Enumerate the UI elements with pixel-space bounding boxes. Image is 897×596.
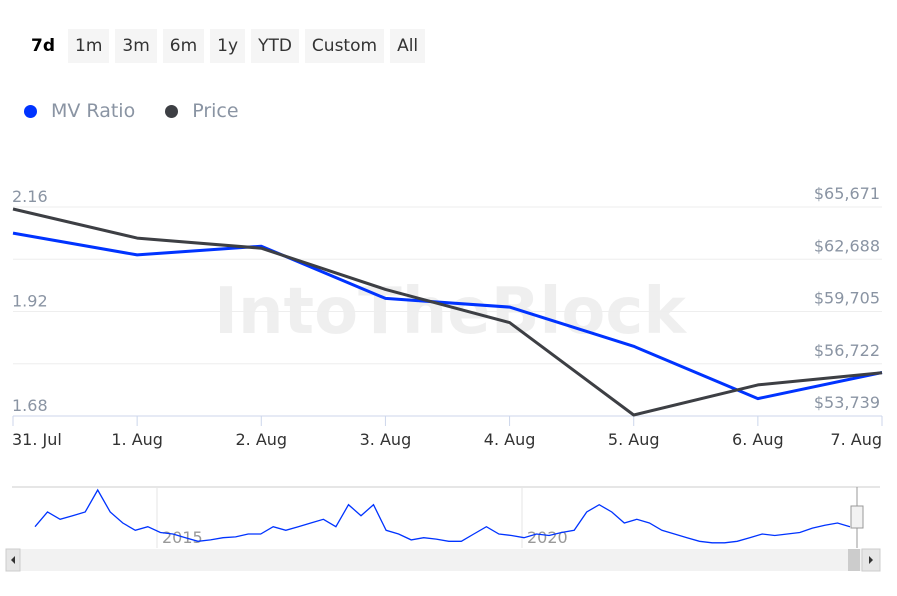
x-axis-label: 3. Aug [360, 430, 412, 449]
left-axis-tick: 1.68 [12, 396, 48, 415]
right-axis-tick: $65,671 [814, 184, 880, 203]
left-axis-tick: 1.92 [12, 292, 48, 311]
x-axis-label: 4. Aug [484, 430, 536, 449]
range-button-1y[interactable]: 1y [210, 29, 246, 63]
left-axis-tick: 2.16 [12, 187, 48, 206]
scrollbar-thumb[interactable] [848, 549, 860, 571]
scrollbar-track[interactable] [6, 549, 880, 571]
right-axis-tick: $56,722 [814, 341, 880, 360]
x-axis-label: 5. Aug [608, 430, 660, 449]
range-button-custom[interactable]: Custom [304, 29, 385, 63]
range-button-7d[interactable]: 7d [24, 29, 62, 63]
x-axis-label: 2. Aug [235, 430, 287, 449]
x-axis-label: 31. Jul [12, 430, 62, 449]
navigator-series [34, 488, 851, 544]
legend-marker-icon [24, 105, 37, 118]
x-axis-label: 7. Aug [830, 430, 882, 449]
right-axis-tick: $59,705 [814, 289, 880, 308]
range-button-1m[interactable]: 1m [68, 29, 110, 63]
navigator-year-label: 2015 [162, 528, 203, 547]
legend-item-mv-ratio[interactable]: MV Ratio [24, 100, 135, 122]
navigator-handle[interactable] [850, 505, 864, 529]
range-button-3m[interactable]: 3m [115, 29, 157, 63]
series-line-price [12, 207, 883, 417]
range-button-ytd[interactable]: YTD [251, 29, 299, 63]
range-selector: 7d 1m 3m 6m 1y YTD Custom All [24, 29, 426, 63]
x-axis-label: 6. Aug [732, 430, 784, 449]
x-axis-label: 1. Aug [111, 430, 163, 449]
range-button-all[interactable]: All [390, 29, 426, 63]
legend-label: MV Ratio [51, 100, 136, 122]
legend-item-price[interactable]: Price [165, 100, 239, 122]
legend-marker-icon [165, 105, 179, 118]
arrow-right-icon [869, 556, 873, 564]
legend: MV Ratio Price [24, 100, 239, 122]
arrow-left-icon [11, 556, 15, 564]
legend-label: Price [192, 100, 239, 122]
right-axis-tick: $53,739 [814, 393, 880, 412]
right-axis-tick: $62,688 [814, 236, 880, 255]
range-button-6m[interactable]: 6m [162, 29, 205, 63]
navigator-year-label: 2020 [527, 528, 568, 547]
